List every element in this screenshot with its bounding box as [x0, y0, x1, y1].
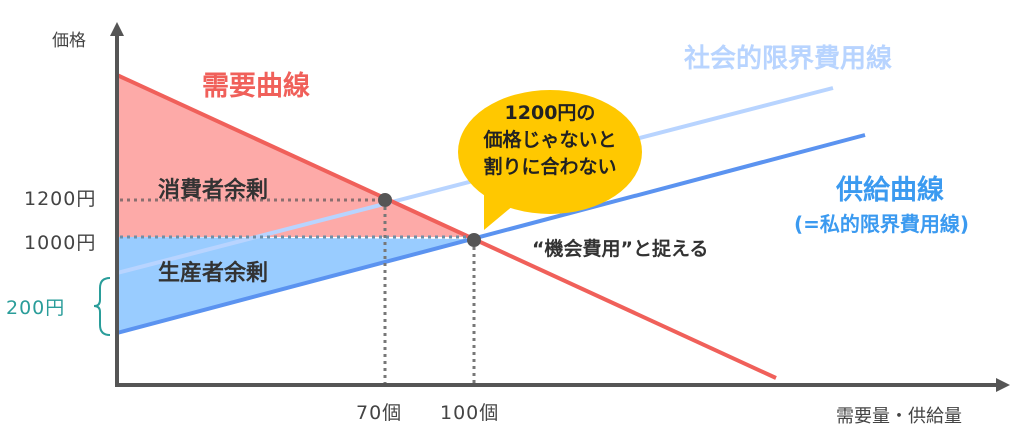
x-axis-arrow [996, 378, 1010, 392]
x-axis-label: 需要量・供給量 [836, 406, 962, 427]
y-axis-arrow [110, 22, 124, 36]
price-gap-label: 200円 [6, 297, 66, 319]
consumer-surplus-label: 消費者余剰 [158, 178, 269, 203]
price-1200-label: 1200円 [24, 188, 97, 210]
opportunity-cost-annotation: “機会費用”と捉える [532, 238, 709, 260]
demand-curve-line [116, 73, 777, 380]
price-1000-label: 1000円 [24, 232, 97, 254]
demand-curve-label: 需要曲線 [202, 71, 310, 102]
supply-curve-line [116, 133, 866, 335]
supply-curve-label: 供給曲線 [836, 175, 944, 206]
point-70-1200 [378, 193, 392, 207]
bubble-line-1: 1200円の [504, 102, 596, 124]
gap-brace [93, 277, 111, 336]
speech-bubble [458, 90, 642, 214]
speech-bubble-text: 1200円の 価格じゃないと 割りに合わない [462, 100, 638, 181]
quantity-100-label: 100個 [440, 402, 500, 424]
speech-bubble-tail [484, 195, 520, 230]
social-mc-label: 社会的限界費用線 [684, 44, 893, 74]
y-axis-label: 価格 [52, 31, 86, 51]
bubble-line-3: 割りに合わない [483, 156, 617, 178]
quantity-70-label: 70個 [356, 402, 403, 424]
supply-curve-note: (=私的限界費用線) [794, 212, 970, 236]
producer-surplus-label: 生産者余剰 [158, 261, 269, 286]
equilibrium-point [467, 233, 481, 247]
bubble-line-2: 価格じゃないと [483, 129, 617, 151]
